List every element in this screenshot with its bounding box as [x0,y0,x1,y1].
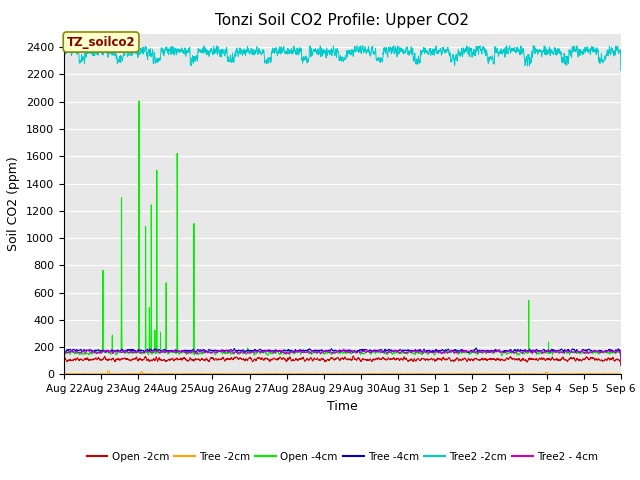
Legend: Open -2cm, Tree -2cm, Open -4cm, Tree -4cm, Tree2 -2cm, Tree2 - 4cm: Open -2cm, Tree -2cm, Open -4cm, Tree -4… [83,448,602,466]
X-axis label: Time: Time [327,400,358,413]
Text: TZ_soilco2: TZ_soilco2 [67,36,136,48]
Title: Tonzi Soil CO2 Profile: Upper CO2: Tonzi Soil CO2 Profile: Upper CO2 [216,13,469,28]
Y-axis label: Soil CO2 (ppm): Soil CO2 (ppm) [8,156,20,252]
